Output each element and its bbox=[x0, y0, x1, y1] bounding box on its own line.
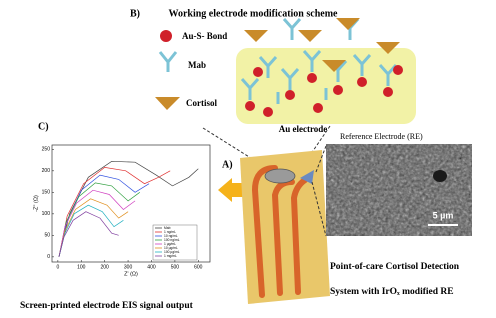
x-tick-label: 0 bbox=[56, 264, 59, 270]
x-tick-label: 300 bbox=[124, 264, 133, 270]
series-line bbox=[58, 182, 141, 257]
legend-label: Cortisol bbox=[186, 98, 217, 108]
series-line bbox=[58, 198, 129, 257]
sem-feature bbox=[433, 170, 447, 182]
electrode-traces bbox=[251, 165, 308, 298]
caption: Screen-printed electrode EIS signal outp… bbox=[20, 301, 194, 311]
mab-icon bbox=[158, 51, 178, 72]
legend-label: Mab bbox=[188, 60, 206, 70]
cortisol-molecules bbox=[244, 18, 400, 72]
zoom-lines bbox=[311, 145, 327, 237]
eis-chart: 0 100 200 300 400 500 600 0 50 100 150 200 250 Z' (Ω)… bbox=[33, 144, 211, 277]
plot-frame bbox=[51, 144, 211, 263]
legend-label: 1 ng/mL bbox=[164, 230, 176, 234]
caption: Point-of-care Cortisol Detection bbox=[330, 262, 460, 272]
reference-electrode bbox=[300, 170, 314, 184]
y-tick-label: 150 bbox=[42, 190, 51, 196]
x-tick-label: 600 bbox=[194, 264, 203, 270]
series-line bbox=[58, 167, 171, 257]
au-surface bbox=[236, 48, 416, 124]
legend-label: 10 µg/mL bbox=[164, 246, 178, 250]
x-tick-label: 500 bbox=[171, 264, 180, 270]
panel-tag: B) bbox=[130, 8, 140, 19]
x-tick-label: 200 bbox=[100, 264, 109, 270]
y-tick-label: 200 bbox=[42, 168, 51, 174]
x-tick-label: 100 bbox=[77, 264, 86, 270]
series-line bbox=[58, 211, 119, 257]
panel-tag: C) bbox=[38, 121, 49, 132]
surface-label: Au electrode bbox=[279, 124, 328, 134]
inset-label: Reference Electrode (RE) bbox=[340, 132, 423, 141]
caption: System with IrOₓ modified RE bbox=[330, 287, 454, 297]
sem-texture bbox=[326, 144, 472, 236]
cortisol-icon bbox=[155, 97, 180, 110]
panel-tag: A) bbox=[222, 159, 233, 170]
y-tick-label: 50 bbox=[44, 233, 50, 239]
panel-title: Working electrode modification scheme bbox=[169, 8, 339, 19]
legend-box bbox=[152, 224, 198, 261]
legend-label: 10 ng/mL bbox=[164, 234, 178, 238]
series-line bbox=[58, 189, 136, 257]
legend-label: 100 ng/mL bbox=[164, 238, 180, 242]
y-tick-label: 250 bbox=[42, 147, 51, 153]
legend-label: Au-S- Bond bbox=[182, 31, 227, 41]
x-axis-label: Z' (Ω) bbox=[124, 271, 138, 277]
au-s-bonds bbox=[245, 65, 403, 117]
y-tick-label: 0 bbox=[47, 254, 50, 260]
y-axis-label: -Z'' (Ω) bbox=[33, 195, 39, 212]
working-electrode bbox=[264, 168, 296, 184]
legend-label: 1 µg/mL bbox=[164, 242, 176, 246]
x-tick-label: 400 bbox=[147, 264, 156, 270]
legend-label: Mab bbox=[164, 226, 171, 230]
series-line bbox=[58, 204, 124, 257]
legend-label: 100 µg/mL bbox=[164, 250, 180, 254]
scale-label: 5 µm bbox=[433, 210, 454, 220]
au-s-icon bbox=[160, 30, 172, 42]
y-tick-label: 100 bbox=[42, 211, 51, 217]
legend-label: 1 mg/mL bbox=[164, 254, 177, 258]
